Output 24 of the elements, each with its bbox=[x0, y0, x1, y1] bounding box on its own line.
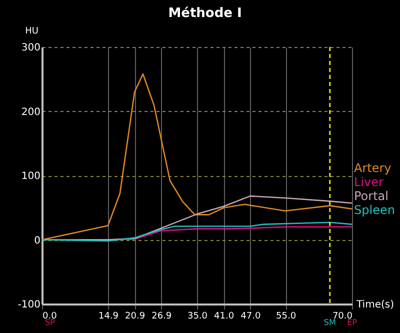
text: Artery bbox=[354, 160, 392, 175]
series-label: Portal bbox=[354, 188, 388, 203]
y-tick-label: 0 bbox=[34, 235, 40, 246]
y-axis-title: HU bbox=[25, 26, 38, 36]
y-tick-label: -100 bbox=[18, 300, 40, 310]
x-axis-title: Time(s) bbox=[356, 300, 394, 310]
x-tick-label: 41.0 bbox=[214, 312, 234, 322]
x-tick-label: 47.0 bbox=[240, 312, 261, 322]
line-series bbox=[41, 222, 353, 242]
series-label: Spleen bbox=[354, 202, 395, 217]
y-tick-label: 200 bbox=[21, 106, 40, 118]
x-tick-label: 20.9 bbox=[125, 312, 146, 322]
text: SP bbox=[45, 318, 56, 327]
x-tick-label: 35.0 bbox=[187, 312, 208, 322]
text: EP bbox=[347, 318, 358, 327]
y-tick-label: 100 bbox=[21, 171, 40, 182]
chart-title: Méthode I bbox=[168, 6, 242, 21]
ref-line-label: SM bbox=[324, 318, 336, 327]
x-tick-label: 14.9 bbox=[98, 312, 119, 322]
x-tick-label: 55.0 bbox=[276, 312, 296, 322]
line-series bbox=[41, 73, 353, 240]
text: Liver bbox=[354, 174, 384, 189]
y-tick-label: 300 bbox=[21, 42, 40, 54]
x-tick-label: 26.9 bbox=[152, 312, 172, 322]
